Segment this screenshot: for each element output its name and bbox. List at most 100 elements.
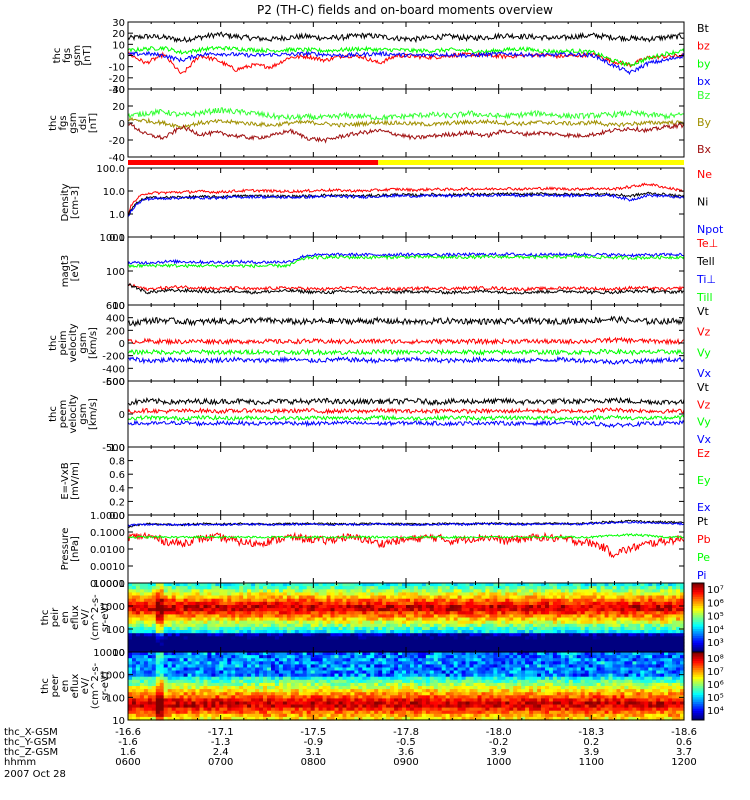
spectrogram-cell (556, 595, 562, 600)
spectrogram-cell (588, 633, 594, 637)
spectrogram-cell (207, 636, 212, 640)
spectrogram-cell (672, 645, 677, 650)
spectrogram-cell (370, 608, 375, 612)
spectrogram-cell (255, 710, 260, 715)
spectrogram-cell (584, 595, 590, 600)
spectrogram-cell (517, 598, 522, 603)
spectrogram-cell (648, 639, 653, 644)
spectrogram-cell (223, 639, 228, 644)
spectrogram-cell (620, 633, 626, 637)
spectrogram-cell (537, 589, 542, 593)
spectrogram-cell (509, 592, 514, 597)
spectrogram-cell (183, 614, 189, 619)
spectrogram-cell (171, 704, 177, 709)
spectrogram-cell (576, 589, 582, 593)
y-tick-label: 10 (112, 648, 125, 659)
spectrogram-cell (259, 716, 264, 721)
spectrogram-cell (235, 692, 240, 696)
spectrogram-cell (350, 633, 355, 637)
spectrogram-cell (195, 707, 201, 712)
spectrogram-cell (251, 589, 256, 593)
spectrogram-cell (259, 626, 264, 631)
spectrogram-cell (171, 614, 177, 619)
spectrogram-cell (330, 679, 336, 684)
spectrogram-cell (143, 655, 149, 659)
spectrogram-cell (330, 682, 336, 687)
spectrogram-cell (620, 608, 626, 612)
spectrogram-cell (656, 617, 661, 622)
spectrogram-cell (231, 605, 236, 609)
spectrogram-cell (191, 652, 197, 656)
spectrogram-cell (473, 642, 479, 647)
spectrogram-cell (278, 583, 284, 587)
spectrogram-cell (167, 692, 173, 696)
legend-Pi: Pi (697, 569, 706, 582)
spectrogram-cell (445, 601, 451, 606)
spectrogram-cell (541, 598, 546, 603)
spectrogram-cell (215, 636, 220, 640)
spectrogram-cell (147, 626, 153, 631)
spectrogram-cell (147, 695, 153, 699)
spectrogram-cell (219, 652, 224, 656)
spectrogram-cell (342, 605, 348, 609)
spectrogram-cell (167, 583, 173, 587)
spectrogram-cell (370, 626, 375, 631)
spectrogram-cell (429, 592, 435, 597)
spectrogram-cell (143, 639, 149, 644)
spectrogram-cell (219, 592, 224, 597)
spectrogram-cell (552, 645, 558, 650)
spectrogram-cell (441, 595, 447, 600)
spectrogram-cell (263, 679, 268, 684)
spectrogram-cell (247, 704, 252, 709)
spectrogram-cell (267, 620, 272, 625)
spectrogram-cell (342, 648, 348, 653)
spectrogram-cell (235, 698, 240, 703)
spectrogram-cell (656, 642, 661, 647)
spectrogram-cell (362, 589, 367, 593)
spectrogram-cell (457, 589, 463, 593)
spectrogram-cell (207, 676, 212, 681)
spectrogram-cell (143, 701, 149, 706)
spectrogram-cell (584, 608, 590, 612)
spectrogram-cell (410, 630, 415, 634)
spectrogram-cell (203, 583, 209, 587)
spectrogram-cell (171, 655, 177, 659)
spectrogram-cell (274, 589, 280, 593)
spectrogram-cell (128, 630, 133, 634)
spectrogram-cell (537, 639, 542, 644)
spectrogram-cell (533, 642, 538, 647)
spectrogram-cell (505, 648, 510, 653)
colorbar-cell (692, 645, 704, 648)
spectrogram-cell (310, 692, 316, 696)
spectrogram-cell (243, 595, 248, 600)
spectrogram-cell (147, 633, 153, 637)
spectrogram-cell (346, 620, 351, 625)
spectrogram-cell (282, 707, 288, 712)
spectrogram-cell (255, 707, 260, 712)
spectrogram-cell (449, 645, 455, 650)
spectrogram-cell (489, 605, 494, 609)
spectrogram-cell (298, 682, 304, 687)
spectrogram-cell (135, 692, 141, 696)
spectrogram-cell (163, 626, 169, 631)
spectrogram-cell (564, 633, 570, 637)
spectrogram-cell (386, 614, 391, 619)
spectrogram-cell (394, 648, 399, 653)
spectrogram-cell (636, 601, 641, 606)
spectrogram-cell (493, 608, 498, 612)
spectrogram-cell (517, 633, 522, 637)
series-line-Pe (128, 533, 684, 540)
spectrogram-cell (338, 633, 344, 637)
spectrogram-cell (425, 601, 431, 606)
spectrogram-cell (362, 586, 367, 590)
spectrogram-cell (644, 642, 649, 647)
spectrogram-cell (267, 689, 272, 693)
spectrogram-cell (167, 630, 173, 634)
spectrogram-cell (358, 623, 363, 628)
spectrogram-cell (207, 686, 212, 690)
spectrogram-cell (128, 692, 133, 696)
spectrogram-cell (155, 673, 161, 678)
spectrogram-cell (251, 692, 256, 696)
spectrogram-cell (541, 648, 546, 653)
spectrogram-cell (263, 667, 268, 672)
